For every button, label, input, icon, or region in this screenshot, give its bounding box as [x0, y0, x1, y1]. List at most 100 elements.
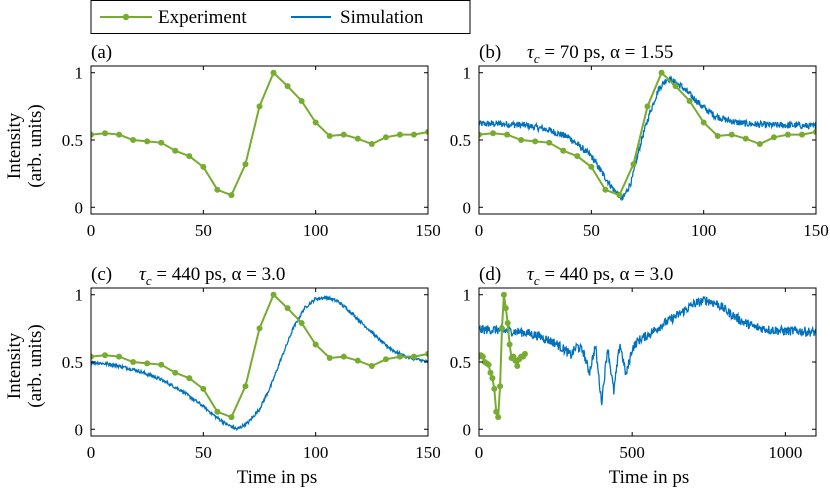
experiment-point — [574, 153, 581, 160]
series-simulation — [479, 74, 816, 202]
experiment-point — [479, 353, 486, 360]
experiment-point — [102, 130, 109, 137]
xlabel-right: Time in ps — [609, 467, 690, 488]
experiment-point — [144, 138, 151, 145]
x-tick-label: 0 — [87, 221, 96, 240]
experiment-point — [214, 186, 221, 193]
experiment-point — [242, 383, 249, 390]
experiment-line — [479, 70, 816, 197]
experiment-point — [813, 128, 816, 135]
experiment-point — [396, 353, 403, 360]
x-tick-label: 150 — [415, 443, 441, 462]
experiment-point — [326, 132, 333, 139]
x-tick-label: 1000 — [768, 443, 802, 462]
experiment-point — [228, 414, 235, 421]
experiment-point — [728, 131, 735, 138]
experiment-point — [130, 137, 137, 143]
experiment-point — [368, 363, 375, 370]
plot-panel-d: 0 500 1000 0 0.5 1 — [450, 286, 817, 462]
experiment-point — [396, 131, 403, 138]
experiment-point — [410, 131, 417, 138]
experiment-point — [158, 139, 165, 146]
experiment-point — [172, 369, 179, 376]
experiment-point — [504, 319, 511, 326]
experiment-point — [588, 163, 595, 170]
experiment-point — [284, 83, 291, 90]
legend-experiment-label: Experiment — [158, 7, 247, 28]
legend-box — [90, 0, 471, 34]
experiment-point — [312, 119, 319, 126]
experiment-point — [686, 97, 693, 104]
experiment-point — [491, 385, 498, 392]
experiment-point — [116, 131, 123, 138]
experiment-point — [770, 134, 777, 141]
experiment-point — [410, 353, 417, 360]
experiment-point — [340, 353, 347, 360]
experiment-point — [532, 138, 539, 145]
series-experiment — [91, 291, 428, 421]
experiment-point — [382, 356, 389, 363]
experiment-point — [326, 354, 333, 361]
experiment-point — [798, 131, 805, 138]
experiment-point — [560, 147, 567, 154]
x-tick-label: 50 — [195, 221, 212, 240]
experiment-point — [514, 363, 521, 370]
x-tick-label: 500 — [619, 443, 645, 462]
x-tick-label: 100 — [303, 221, 329, 240]
ylabel-top-line2: (arb. units) — [25, 104, 46, 187]
experiment-point — [256, 325, 263, 332]
experiment-point — [495, 414, 502, 421]
series-experiment — [91, 69, 428, 199]
experiment-point — [425, 350, 428, 357]
experiment-point — [742, 135, 749, 142]
experiment-line — [91, 292, 428, 419]
series-experiment — [479, 69, 816, 199]
x-tick-label: 0 — [87, 443, 96, 462]
x-tick-label: 150 — [415, 221, 441, 240]
y-tick-label: 0 — [75, 420, 84, 439]
experiment-point — [172, 147, 179, 154]
x-tick-label: 50 — [583, 221, 600, 240]
experiment-point — [186, 375, 193, 382]
experiment-point — [546, 139, 553, 146]
experiment-point — [228, 192, 235, 199]
ylabel-bottom-line2: (arb. units) — [25, 324, 46, 407]
panel-a-label: (a) — [91, 42, 112, 63]
experiment-point — [298, 97, 305, 104]
simulation-line — [479, 74, 816, 202]
experiment-point — [487, 369, 494, 376]
experiment-point — [658, 69, 665, 76]
y-tick-label: 1 — [75, 286, 84, 305]
simulation-line — [479, 295, 816, 406]
plot-panel-c: 0 50 100 150 0 0.5 1 — [62, 286, 441, 462]
panel-d-annotation: τc = 440 ps, α = 3.0 — [527, 264, 673, 288]
experiment-point — [700, 119, 707, 126]
x-tick-label: 0 — [475, 443, 484, 462]
y-tick-label: 0.5 — [450, 131, 471, 150]
experiment-point — [242, 161, 249, 168]
experiment-point — [756, 141, 763, 148]
experiment-point — [200, 385, 207, 392]
experiment-point — [270, 69, 277, 76]
experiment-point — [256, 103, 263, 110]
panel-b-annotation: τc = 70 ps, α = 1.55 — [527, 42, 673, 66]
panel-c-annotation: τc = 440 ps, α = 3.0 — [139, 264, 285, 288]
legend: Experiment Simulation — [90, 0, 471, 34]
y-tick-label: 0.5 — [62, 353, 83, 372]
experiment-point — [354, 135, 361, 142]
experiment-point — [91, 353, 94, 360]
experiment-point — [502, 305, 509, 312]
series-simulation — [91, 294, 428, 432]
experiment-point — [644, 103, 651, 110]
panel-c-label: (c) — [91, 264, 112, 285]
y-tick-label: 0 — [75, 198, 84, 217]
experiment-point — [382, 134, 389, 141]
experiment-point — [102, 352, 109, 359]
experiment-point — [200, 163, 207, 170]
experiment-point — [672, 83, 679, 90]
experiment-point — [784, 131, 791, 138]
experiment-point — [214, 408, 221, 415]
series-experiment — [479, 291, 528, 421]
experiment-point — [714, 132, 721, 139]
